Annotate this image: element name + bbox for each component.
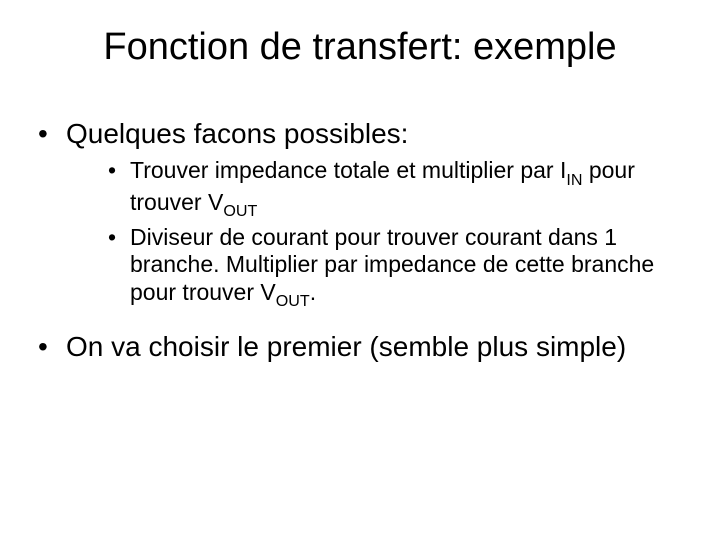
bullet-list-level1: Quelques facons possibles: Trouver imped…	[30, 117, 690, 364]
slide: Fonction de transfert: exemple Quelques …	[0, 0, 720, 540]
bullet-level1-item: On va choisir le premier (semble plus si…	[36, 330, 690, 364]
subscript: OUT	[276, 292, 310, 310]
bullet-text: Quelques facons possibles:	[66, 118, 408, 149]
bullet-level2-item: Trouver impedance totale et multiplier p…	[108, 157, 690, 220]
slide-title: Fonction de transfert: exemple	[30, 26, 690, 69]
subscript: IN	[566, 171, 582, 189]
bullet-text-part: Diviseur de courant pour trouver courant…	[130, 224, 654, 304]
bullet-text: On va choisir le premier (semble plus si…	[66, 331, 626, 362]
bullet-list-level2: Trouver impedance totale et multiplier p…	[66, 157, 690, 310]
bullet-text-part: Trouver impedance totale et multiplier p…	[130, 157, 566, 183]
bullet-text-part: .	[310, 279, 316, 305]
bullet-level2-item: Diviseur de courant pour trouver courant…	[108, 224, 690, 310]
bullet-level1-item: Quelques facons possibles: Trouver imped…	[36, 117, 690, 310]
subscript: OUT	[223, 202, 257, 220]
